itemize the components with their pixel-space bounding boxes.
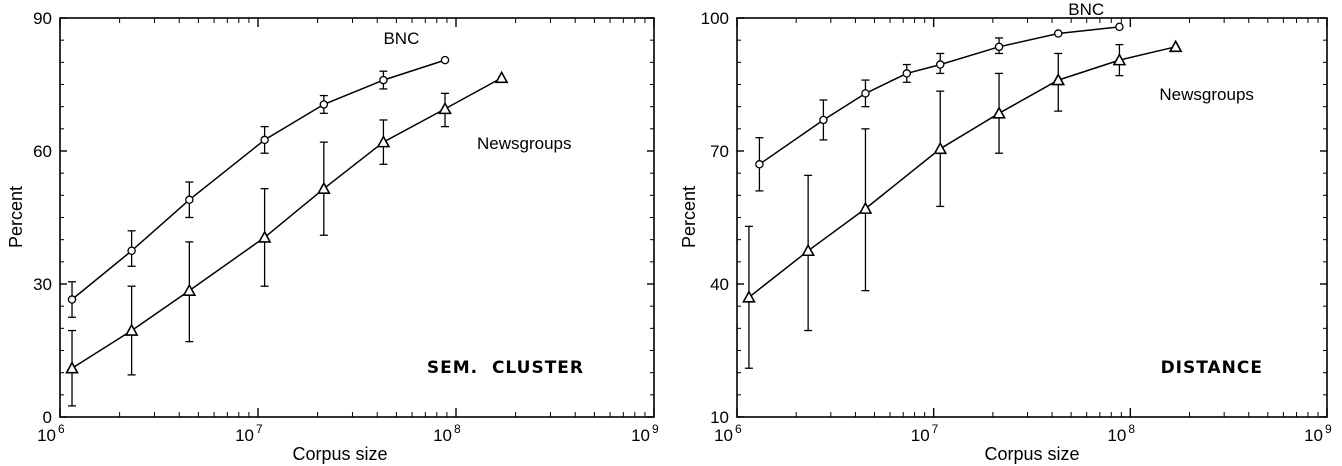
data-point-newsgroups — [182, 283, 197, 296]
y-tick-label: 70 — [710, 142, 729, 161]
y-axis-title: Percent — [679, 186, 699, 248]
x-tick-label-base: 10 — [911, 426, 930, 445]
series-line-newsgroups — [748, 46, 1176, 298]
data-point-bnc — [902, 69, 912, 78]
x-tick-label-exponent: 6 — [735, 422, 742, 436]
data-point-newsgroups — [801, 243, 815, 257]
x-tick-label-exponent: 8 — [1128, 422, 1135, 436]
data-point-bnc — [440, 55, 450, 65]
y-tick-label: 60 — [33, 142, 52, 161]
x-tick-label-base: 10 — [235, 426, 254, 445]
data-point-bnc — [379, 75, 388, 85]
x-tick-label-base: 10 — [433, 426, 452, 445]
y-tick-label: 10 — [710, 408, 729, 427]
data-point-bnc — [861, 89, 870, 98]
data-point-newsgroups — [316, 181, 331, 194]
y-tick-label: 0 — [43, 408, 52, 427]
x-tick-label-exponent: 9 — [1325, 422, 1332, 436]
series-line-newsgroups — [71, 77, 502, 369]
series-label-bnc: BNC — [1068, 0, 1104, 19]
data-point-newsgroups — [858, 201, 873, 214]
panel-title: SEM. CLUSTER — [427, 358, 584, 378]
data-point-bnc — [67, 295, 77, 304]
data-point-bnc — [260, 135, 269, 145]
data-point-bnc — [994, 42, 1004, 52]
data-point-bnc — [1053, 29, 1063, 38]
data-point-newsgroups — [65, 361, 79, 374]
data-point-newsgroups — [933, 141, 948, 155]
x-axis-title: Corpus size — [292, 444, 387, 464]
data-point-newsgroups — [494, 70, 509, 84]
series-line-bnc — [71, 59, 446, 301]
x-tick-label-exponent: 7 — [256, 422, 263, 436]
y-tick-label: 40 — [710, 275, 729, 294]
x-tick-label-base: 10 — [631, 426, 650, 445]
x-tick-label-base: 10 — [1107, 426, 1126, 445]
data-point-bnc — [1115, 22, 1124, 32]
data-point-bnc — [185, 195, 194, 205]
series-label-newsgroups: Newsgroups — [1159, 85, 1254, 104]
y-tick-label: 30 — [33, 275, 52, 294]
y-tick-label: 100 — [701, 9, 729, 28]
x-tick-label-exponent: 8 — [454, 422, 461, 436]
x-tick-label-base: 10 — [1304, 426, 1323, 445]
series-label-bnc: BNC — [383, 29, 419, 48]
x-tick-label-exponent: 7 — [932, 422, 939, 436]
series-line-bnc — [758, 26, 1120, 165]
x-tick-label-exponent: 9 — [652, 422, 659, 436]
data-point-newsgroups — [257, 230, 272, 243]
x-tick-label-base: 10 — [714, 426, 733, 445]
y-axis-title: Percent — [6, 186, 26, 248]
data-point-newsgroups — [124, 323, 139, 336]
data-point-newsgroups — [438, 101, 452, 115]
data-point-newsgroups — [376, 134, 391, 148]
data-point-bnc — [127, 246, 136, 255]
data-point-newsgroups — [1168, 39, 1183, 53]
data-point-newsgroups — [742, 290, 756, 303]
x-tick-label-exponent: 6 — [58, 422, 65, 436]
data-point-bnc — [755, 160, 764, 169]
data-point-newsgroups — [1051, 72, 1066, 86]
data-point-newsgroups — [992, 106, 1006, 119]
x-tick-label-base: 10 — [37, 426, 56, 445]
y-tick-label: 90 — [33, 9, 52, 28]
x-axis-title: Corpus size — [984, 444, 1079, 464]
panel-title: DISTANCE — [1161, 358, 1263, 378]
series-label-newsgroups: Newsgroups — [477, 134, 572, 153]
data-point-bnc — [819, 115, 828, 125]
data-point-bnc — [319, 100, 329, 109]
data-point-bnc — [935, 60, 945, 69]
data-point-newsgroups — [1112, 52, 1127, 66]
